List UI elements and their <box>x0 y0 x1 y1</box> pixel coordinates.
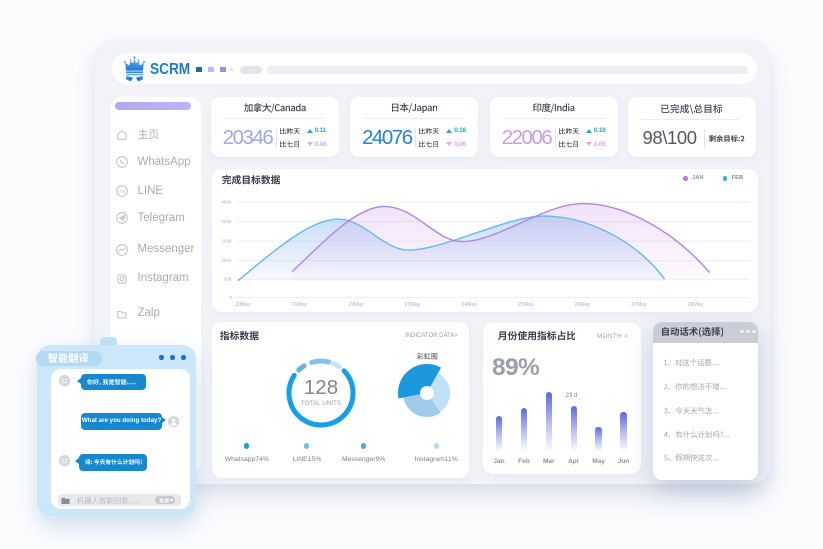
svg-text:27May: 27May <box>631 302 647 308</box>
svg-text:200K: 200K <box>221 239 232 244</box>
svg-text:20May: 20May <box>235 302 251 308</box>
svg-text:50K: 50K <box>224 277 232 282</box>
svg-text:LINE: LINE <box>118 190 127 194</box>
svg-text:28May: 28May <box>688 302 704 308</box>
svg-text:23May: 23May <box>405 302 421 308</box>
svg-text:26May: 26May <box>574 302 590 308</box>
svg-text:25May: 25May <box>518 302 534 308</box>
svg-text:24May: 24May <box>461 302 477 308</box>
svg-text:100K: 100K <box>221 259 232 264</box>
svg-text:0: 0 <box>229 296 232 301</box>
svg-text:400K: 400K <box>221 200 232 205</box>
svg-text:300K: 300K <box>221 220 232 225</box>
svg-text:22May: 22May <box>348 302 364 308</box>
svg-text:21May: 21May <box>292 302 308 308</box>
